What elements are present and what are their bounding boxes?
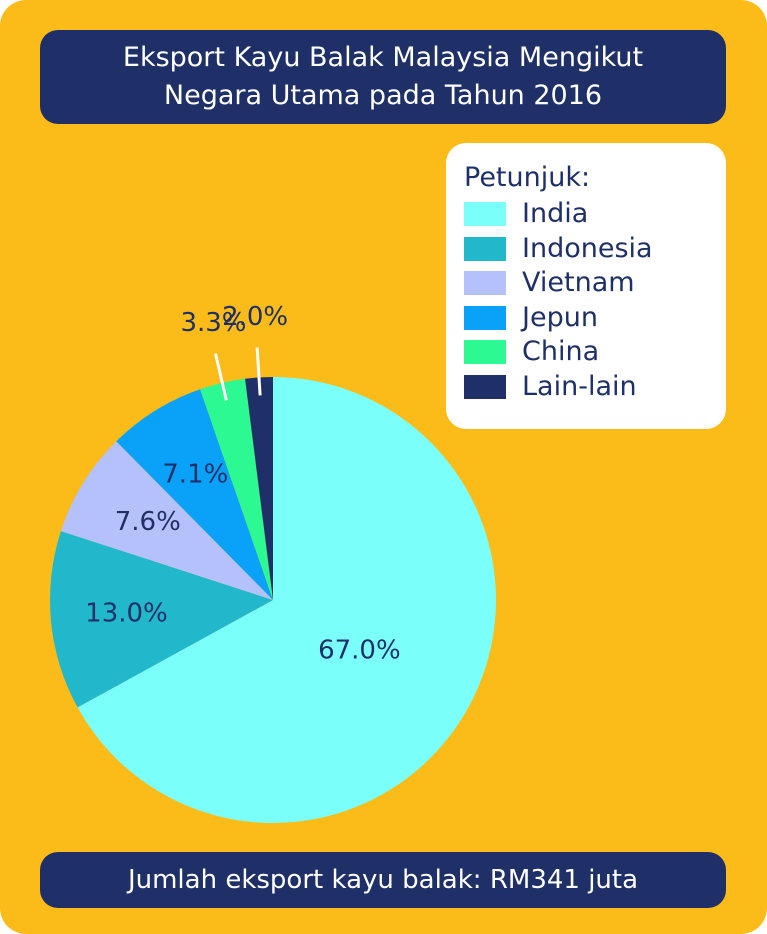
legend-swatch-india xyxy=(464,202,506,227)
leader-line-china xyxy=(214,353,228,401)
pie-slice-vietnam xyxy=(60,441,273,600)
legend-label-lain-lain: Lain-lain xyxy=(522,370,637,402)
pie-slice-jepun xyxy=(116,389,274,600)
legend-item-china: China xyxy=(464,335,726,370)
legend-label-vietnam: Vietnam xyxy=(522,267,635,299)
legend-item-vietnam: Vietnam xyxy=(464,266,726,301)
legend-item-indonesia: Indonesia xyxy=(464,232,726,267)
legend-label-china: China xyxy=(522,336,600,368)
data-label-india: 67.0% xyxy=(318,636,401,666)
legend-swatch-jepun xyxy=(464,305,506,330)
total-export-text: Jumlah eksport kayu balak: RM341 juta xyxy=(127,865,639,895)
data-label-indonesia: 13.0% xyxy=(85,598,168,628)
data-label-china: 3.3% xyxy=(180,308,246,338)
chart-title: Eksport Kayu Balak Malaysia Mengikut Neg… xyxy=(40,30,726,124)
legend-label-india: India xyxy=(522,198,589,230)
leader-line-lain-lain xyxy=(255,347,262,396)
data-label-vietnam: 7.6% xyxy=(115,507,181,537)
chart-title-line-1: Eksport Kayu Balak Malaysia Mengikut xyxy=(122,42,644,73)
legend-item-jepun: Jepun xyxy=(464,301,726,336)
legend-swatch-lain-lain xyxy=(464,374,506,399)
legend-swatch-indonesia xyxy=(464,236,506,261)
legend-item-india: India xyxy=(464,197,726,232)
legend-swatch-vietnam xyxy=(464,271,506,296)
pie-slice-china xyxy=(200,378,273,600)
pie-slice-lain-lain xyxy=(245,377,273,600)
data-label-lain-lain: 2.0% xyxy=(222,302,288,332)
data-label-jepun: 7.1% xyxy=(162,459,228,489)
legend-swatch-china xyxy=(464,340,506,365)
legend: Petunjuk: India Indonesia Vietnam Jepun Chin… xyxy=(446,143,726,429)
pie-slice-indonesia xyxy=(50,531,274,708)
legend-items: India Indonesia Vietnam Jepun China Lain-lain xyxy=(464,197,726,404)
total-export-note: Jumlah eksport kayu balak: RM341 juta xyxy=(40,852,726,908)
legend-label-indonesia: Indonesia xyxy=(522,232,653,264)
legend-title: Petunjuk: xyxy=(464,162,591,193)
chart-title-line-2: Negara Utama pada Tahun 2016 xyxy=(163,80,603,111)
legend-label-jepun: Jepun xyxy=(522,301,598,333)
pie-slice-india xyxy=(77,377,496,823)
legend-item-lain-lain: Lain-lain xyxy=(464,370,726,405)
